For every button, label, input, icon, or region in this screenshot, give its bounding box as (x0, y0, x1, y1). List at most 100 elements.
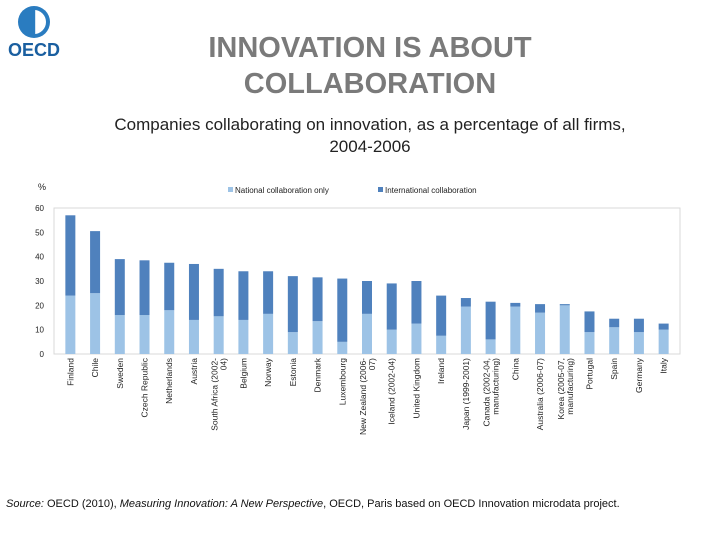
bar-national (114, 315, 125, 354)
y-tick-label: 20 (35, 301, 44, 310)
bar-international (609, 318, 620, 328)
x-tick-label-line: 07) (367, 358, 377, 370)
bar-international (263, 271, 274, 314)
x-tick-label-line: Sweden (115, 358, 125, 389)
bar-national (535, 312, 546, 354)
legend-label-national: National collaboration only (235, 186, 329, 195)
x-tick-label-line: Netherlands (164, 358, 174, 404)
bar-international (312, 277, 323, 322)
subtitle-line-2: 2004-2006 (329, 137, 411, 156)
bar-international (633, 318, 644, 333)
bar-national (658, 329, 669, 354)
y-tick-label: 10 (35, 326, 44, 335)
x-tick-label-line: China (510, 358, 520, 380)
bar-international (386, 283, 397, 330)
bar-national (164, 310, 175, 354)
x-tick-label-line: Estonia (288, 358, 298, 387)
x-tick-label-line: Chile (90, 358, 100, 378)
x-tick-label-line: South Africa (2002- (210, 358, 220, 431)
bar-international (238, 271, 249, 320)
x-tick-label: Italy (659, 357, 669, 373)
x-tick-label: Iceland (2002-04) (387, 358, 397, 425)
x-tick-label-line: 04) (219, 358, 229, 370)
x-tick-label: New Zealand (2006-07) (358, 358, 377, 435)
chart-subtitle: Companies collaborating on innovation, a… (40, 114, 700, 158)
bar-national (188, 319, 199, 354)
x-tick-label-line: Norway (263, 357, 273, 387)
x-tick-label-line: Australia (2006-07) (535, 358, 545, 430)
y-tick-label: 40 (35, 253, 44, 262)
x-tick-label-line: Spain (609, 358, 619, 380)
x-tick-label: Korea (2005-07,manufacturing) (556, 358, 575, 420)
bar-national (609, 327, 620, 354)
bar-international (139, 260, 150, 316)
bar-national (411, 323, 422, 354)
bar-international (658, 323, 669, 330)
x-tick-label-line: Canada (2002-04, (482, 358, 492, 427)
bar-international (535, 304, 546, 313)
bar-national (510, 306, 521, 354)
x-tick-label-line: Italy (659, 357, 669, 373)
x-tick-label: Germany (634, 357, 644, 393)
x-tick-label-line: Finland (65, 358, 75, 386)
bar-international (411, 281, 422, 324)
x-tick-label-line: Luxembourg (337, 358, 347, 406)
x-tick-label: Luxembourg (337, 358, 347, 406)
bar-national (238, 319, 249, 354)
x-tick-label-line: United Kingdom (411, 358, 421, 418)
legend-swatch-national (228, 187, 233, 192)
x-tick-label-line: Germany (634, 357, 644, 393)
x-tick-label-line: Japan (1999-2001) (461, 358, 471, 430)
page-title: INNOVATION IS ABOUT COLLABORATION (170, 30, 570, 102)
x-tick-label-line: Ireland (436, 358, 446, 384)
x-tick-label-line: Denmark (313, 357, 323, 392)
x-tick-label: Australia (2006-07) (535, 358, 545, 430)
source-text-1: OECD (2010), (43, 498, 120, 510)
x-tick-label-line: New Zealand (2006- (358, 358, 368, 435)
x-tick-label: Austria (189, 358, 199, 385)
bar-national (485, 339, 496, 354)
source-label: Source: (6, 498, 44, 510)
bar-national (287, 332, 298, 354)
x-tick-label-line: Korea (2005-07, (556, 358, 566, 419)
bar-international (65, 215, 76, 296)
bar-international (485, 301, 496, 340)
y-tick-label: 60 (35, 204, 44, 213)
bar-international (337, 278, 348, 342)
bar-national (263, 313, 274, 354)
bar-international (213, 268, 224, 317)
x-tick-label: Spain (609, 358, 619, 380)
x-tick-label-line: manufacturing) (565, 358, 575, 415)
oecd-logo: OECD (8, 6, 60, 64)
bar-international (362, 281, 372, 314)
x-tick-label-line: Iceland (2002-04) (387, 358, 397, 425)
x-tick-label-line: Belgium (238, 358, 248, 389)
x-tick-label: China (510, 358, 520, 380)
bar-national (559, 305, 570, 354)
bar-national (633, 332, 644, 354)
bar-international (114, 259, 125, 316)
x-tick-label: Norway (263, 357, 273, 387)
x-tick-label: Japan (1999-2001) (461, 358, 471, 430)
bar-international (188, 263, 199, 320)
x-tick-label: Finland (65, 358, 75, 386)
stacked-bar-chart: % 0 10 20 30 40 50 60 National collaboration onl… (35, 182, 681, 435)
source-note: Source: OECD (2010), Measuring Innovatio… (6, 498, 620, 510)
bar-national (362, 313, 372, 354)
x-tick-label: Sweden (115, 358, 125, 389)
bar-international (164, 262, 175, 311)
x-tick-label-line: Czech Republic (140, 357, 150, 417)
x-tick-label: United Kingdom (411, 358, 421, 418)
y-tick-label: 0 (40, 350, 45, 359)
title-line-2: COLLABORATION (243, 68, 497, 100)
x-tick-label: Canada (2002-04,manufacturing) (482, 358, 501, 427)
bar-international (460, 298, 471, 307)
bar-national (460, 306, 471, 354)
y-axis-label: % (38, 182, 46, 192)
subtitle-line-1: Companies collaborating on innovation, a… (114, 115, 626, 134)
bar-national (386, 329, 397, 354)
x-tick-label-line: manufacturing) (491, 358, 501, 415)
x-tick-label: Ireland (436, 358, 446, 384)
x-tick-label-line: Austria (189, 358, 199, 385)
bar-national (65, 295, 76, 354)
